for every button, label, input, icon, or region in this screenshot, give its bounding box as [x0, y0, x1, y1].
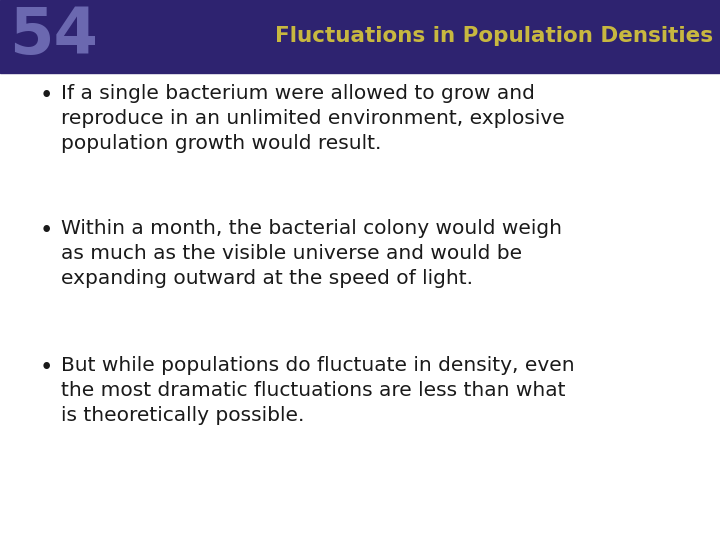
Text: But while populations do fluctuate in density, even
the most dramatic fluctuatio: But while populations do fluctuate in de… — [61, 356, 575, 426]
Text: •: • — [40, 356, 53, 380]
Bar — [0, 73, 720, 540]
Bar — [0, 0, 720, 73]
Text: Within a month, the bacterial colony would weigh
as much as the visible universe: Within a month, the bacterial colony wou… — [61, 219, 562, 288]
Text: •: • — [40, 84, 53, 107]
Text: 54: 54 — [9, 5, 97, 68]
Text: •: • — [40, 219, 53, 242]
Text: Fluctuations in Population Densities: Fluctuations in Population Densities — [274, 26, 713, 46]
Text: If a single bacterium were allowed to grow and
reproduce in an unlimited environ: If a single bacterium were allowed to gr… — [61, 84, 565, 153]
